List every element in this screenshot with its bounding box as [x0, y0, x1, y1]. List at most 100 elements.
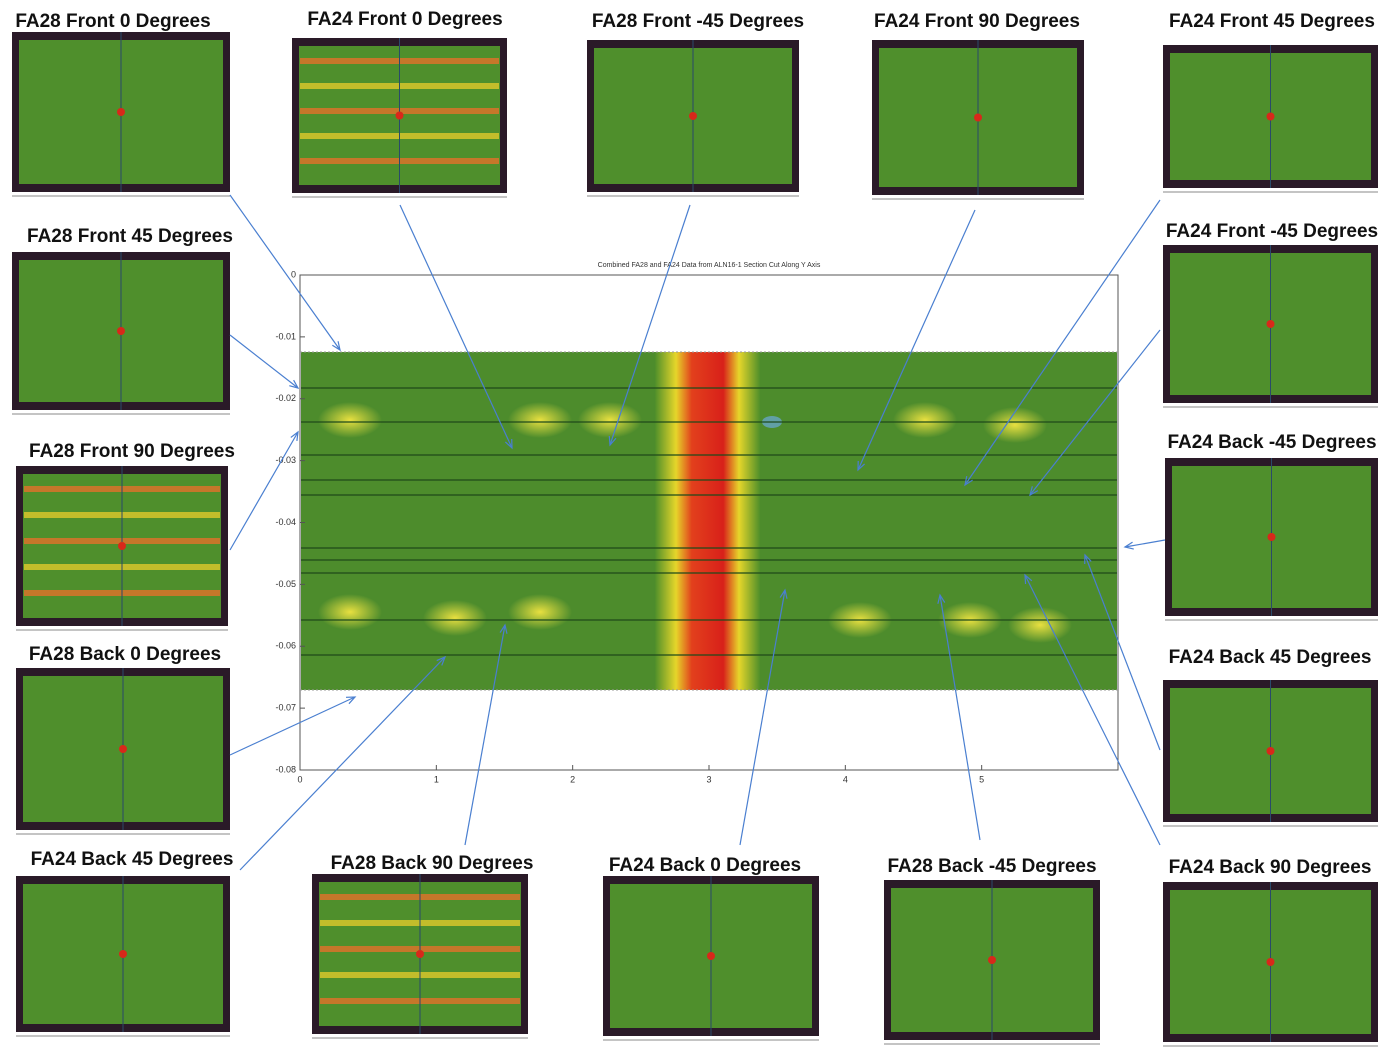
arrow-head	[608, 435, 617, 447]
arrow	[229, 334, 299, 389]
arrow	[464, 624, 506, 846]
arrow	[229, 696, 356, 756]
panel-title: FA24 Back 45 Degrees	[1169, 647, 1372, 668]
arrow-head	[332, 341, 341, 352]
scan-dot	[707, 952, 715, 960]
hot-spot	[318, 402, 382, 438]
panel: FA24 Back 0 Degrees	[603, 855, 819, 1041]
arrow-head	[1123, 541, 1134, 550]
panel-title: FA24 Front 45 Degrees	[1169, 11, 1375, 32]
panel-title: FA24 Back 90 Degrees	[1169, 857, 1372, 878]
y-tick-label: -0.06	[275, 641, 296, 651]
arrow	[399, 204, 513, 449]
hot-spot	[578, 402, 642, 438]
scan-dot	[988, 956, 996, 964]
hot-band	[655, 352, 760, 690]
scan-dot	[974, 113, 982, 122]
panel: FA28 Back -45 Degrees	[884, 856, 1100, 1045]
arrow-head	[290, 430, 299, 442]
panel: FA24 Front 90 Degrees	[872, 11, 1084, 200]
arrow	[1024, 574, 1161, 846]
y-tick-label: -0.07	[275, 703, 296, 713]
x-tick-label: 3	[706, 774, 711, 784]
panel-title: FA28 Front 90 Degrees	[29, 441, 235, 462]
panel: FA28 Front 45 Degrees	[12, 226, 233, 415]
panel: FA28 Front 0 Degrees	[12, 11, 230, 197]
arrow	[964, 199, 1161, 486]
panel-title: FA24 Back 0 Degrees	[609, 855, 801, 876]
arrow-head	[289, 379, 300, 389]
panel-title: FA24 Front -45 Degrees	[1166, 221, 1378, 242]
scan-dot	[119, 950, 127, 958]
hot-spot	[983, 407, 1047, 443]
scan-dot	[1266, 112, 1275, 121]
hot-spot	[423, 600, 487, 636]
arrow-head	[964, 476, 973, 487]
panel-title: FA28 Back -45 Degrees	[887, 856, 1096, 877]
scan-dot	[416, 950, 424, 958]
panel: FA24 Front 45 Degrees	[1163, 11, 1378, 193]
panel-title: FA24 Front 90 Degrees	[874, 11, 1080, 32]
x-tick-label: 5	[979, 774, 984, 784]
panel: FA28 Back 90 Degrees	[312, 853, 534, 1039]
panel-title: FA28 Front 45 Degrees	[27, 226, 233, 247]
arrow	[739, 589, 786, 846]
scan-dot	[1267, 533, 1276, 541]
panel: FA24 Front 0 Degrees	[292, 9, 507, 198]
y-tick-label: -0.04	[275, 517, 296, 527]
panel: FA28 Front 90 Degrees	[16, 441, 235, 631]
y-tick-label: -0.03	[275, 455, 296, 465]
arrow	[229, 194, 341, 351]
panel: FA24 Back 90 Degrees	[1163, 857, 1378, 1047]
scan-dot	[1266, 747, 1275, 755]
panel-title: FA24 Front 0 Degrees	[307, 9, 502, 30]
scan-dot	[118, 542, 126, 550]
arrow	[229, 431, 299, 551]
panel-title: FA28 Front -45 Degrees	[592, 11, 804, 32]
hot-spot	[318, 594, 382, 630]
plot-title: Combined FA28 and FA24 Data from ALN16-1…	[598, 262, 821, 269]
panel-title: FA28 Front 0 Degrees	[15, 11, 210, 32]
x-tick-label: 4	[843, 774, 848, 784]
arrow-head	[1024, 573, 1033, 585]
x-tick-label: 2	[570, 774, 575, 784]
arrow	[609, 204, 691, 446]
arrow-head	[937, 593, 946, 604]
panel: FA24 Front -45 Degrees	[1163, 221, 1378, 408]
y-tick-label: -0.05	[275, 579, 296, 589]
panel: FA24 Back 45 Degrees	[1163, 647, 1378, 827]
x-tick-label: 1	[434, 774, 439, 784]
x-tick-label: 0	[297, 774, 302, 784]
panel: FA24 Back -45 Degrees	[1165, 432, 1378, 621]
scan-dot	[1266, 320, 1275, 328]
scan-dot	[117, 327, 125, 335]
panel: FA28 Back 0 Degrees	[16, 644, 230, 835]
y-tick-label: -0.01	[275, 331, 296, 341]
arrow	[939, 594, 981, 841]
arrow-head	[779, 588, 788, 599]
panel-title: FA24 Back -45 Degrees	[1167, 432, 1376, 453]
arrow-head	[857, 460, 866, 472]
arrow-head	[499, 623, 508, 634]
y-tick-label: -0.02	[275, 393, 296, 403]
arrow	[857, 209, 976, 471]
arrow	[1124, 539, 1166, 548]
panel-title: FA24 Back 45 Degrees	[31, 849, 234, 870]
hot-spot	[893, 402, 957, 438]
scan-dot	[689, 112, 697, 120]
arrow	[239, 656, 446, 871]
scan-dot	[117, 108, 125, 116]
panel: FA28 Front -45 Degrees	[587, 11, 804, 197]
y-tick-label: -0.08	[275, 764, 296, 774]
scan-dot	[395, 111, 404, 120]
panel: FA24 Back 45 Degrees	[16, 849, 234, 1037]
panel-title: FA28 Back 90 Degrees	[331, 853, 534, 874]
arrow-head	[345, 696, 357, 705]
arrow-head	[436, 655, 447, 666]
arrow	[1029, 329, 1161, 496]
arrow-head	[504, 438, 513, 450]
arrow-head	[1084, 553, 1092, 565]
hot-spot	[1008, 607, 1072, 643]
arrow-head	[1029, 486, 1039, 497]
